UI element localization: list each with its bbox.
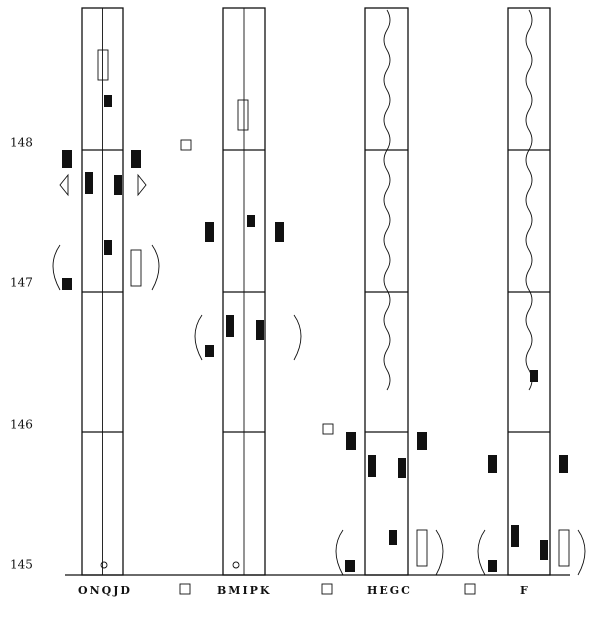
symbol [256,320,264,340]
symbol [97,49,109,81]
symbol [488,455,497,473]
symbol [226,315,234,337]
symbol [62,150,72,168]
symbol [558,529,570,567]
symbol [205,222,214,242]
symbol [346,432,356,450]
wave-line [525,9,533,391]
bracket [52,244,160,291]
staff-label: HEGC [367,584,412,597]
measure-number: 145 [10,558,33,572]
staff-label: BMIPK [217,584,271,597]
symbol [511,525,519,547]
symbol [247,215,255,227]
bracket [335,529,444,576]
bracket [194,314,302,361]
symbol [417,432,427,450]
measure-number: 148 [10,136,33,150]
symbol [389,530,397,545]
symbol [131,150,141,168]
staff [180,7,302,576]
symbol [368,455,376,477]
symbol [180,139,192,151]
symbol [104,95,112,107]
symbol [345,560,355,572]
symbol [416,529,428,567]
staff [322,7,444,576]
staff-label: ONQJD [78,584,132,597]
symbol [237,99,249,131]
symbol [322,423,334,435]
icon [321,583,333,595]
staff [52,7,160,576]
staff-label: F [520,584,530,597]
symbol [275,222,284,242]
wave-line [383,9,391,391]
measure-number: 146 [10,418,33,432]
symbol [398,458,406,478]
icon [179,583,191,595]
symbol [488,560,497,572]
symbol [85,172,93,194]
bracket [477,529,586,576]
symbol [62,278,72,290]
symbol [59,173,147,197]
symbol [100,561,108,569]
symbol [205,345,214,357]
icon [464,583,476,595]
symbol [530,370,538,382]
symbol [130,249,142,287]
symbol [232,561,240,569]
symbol [540,540,548,560]
symbol [114,175,122,195]
symbol [559,455,568,473]
staff [477,7,586,576]
symbol [104,240,112,255]
measure-number: 147 [10,276,33,290]
